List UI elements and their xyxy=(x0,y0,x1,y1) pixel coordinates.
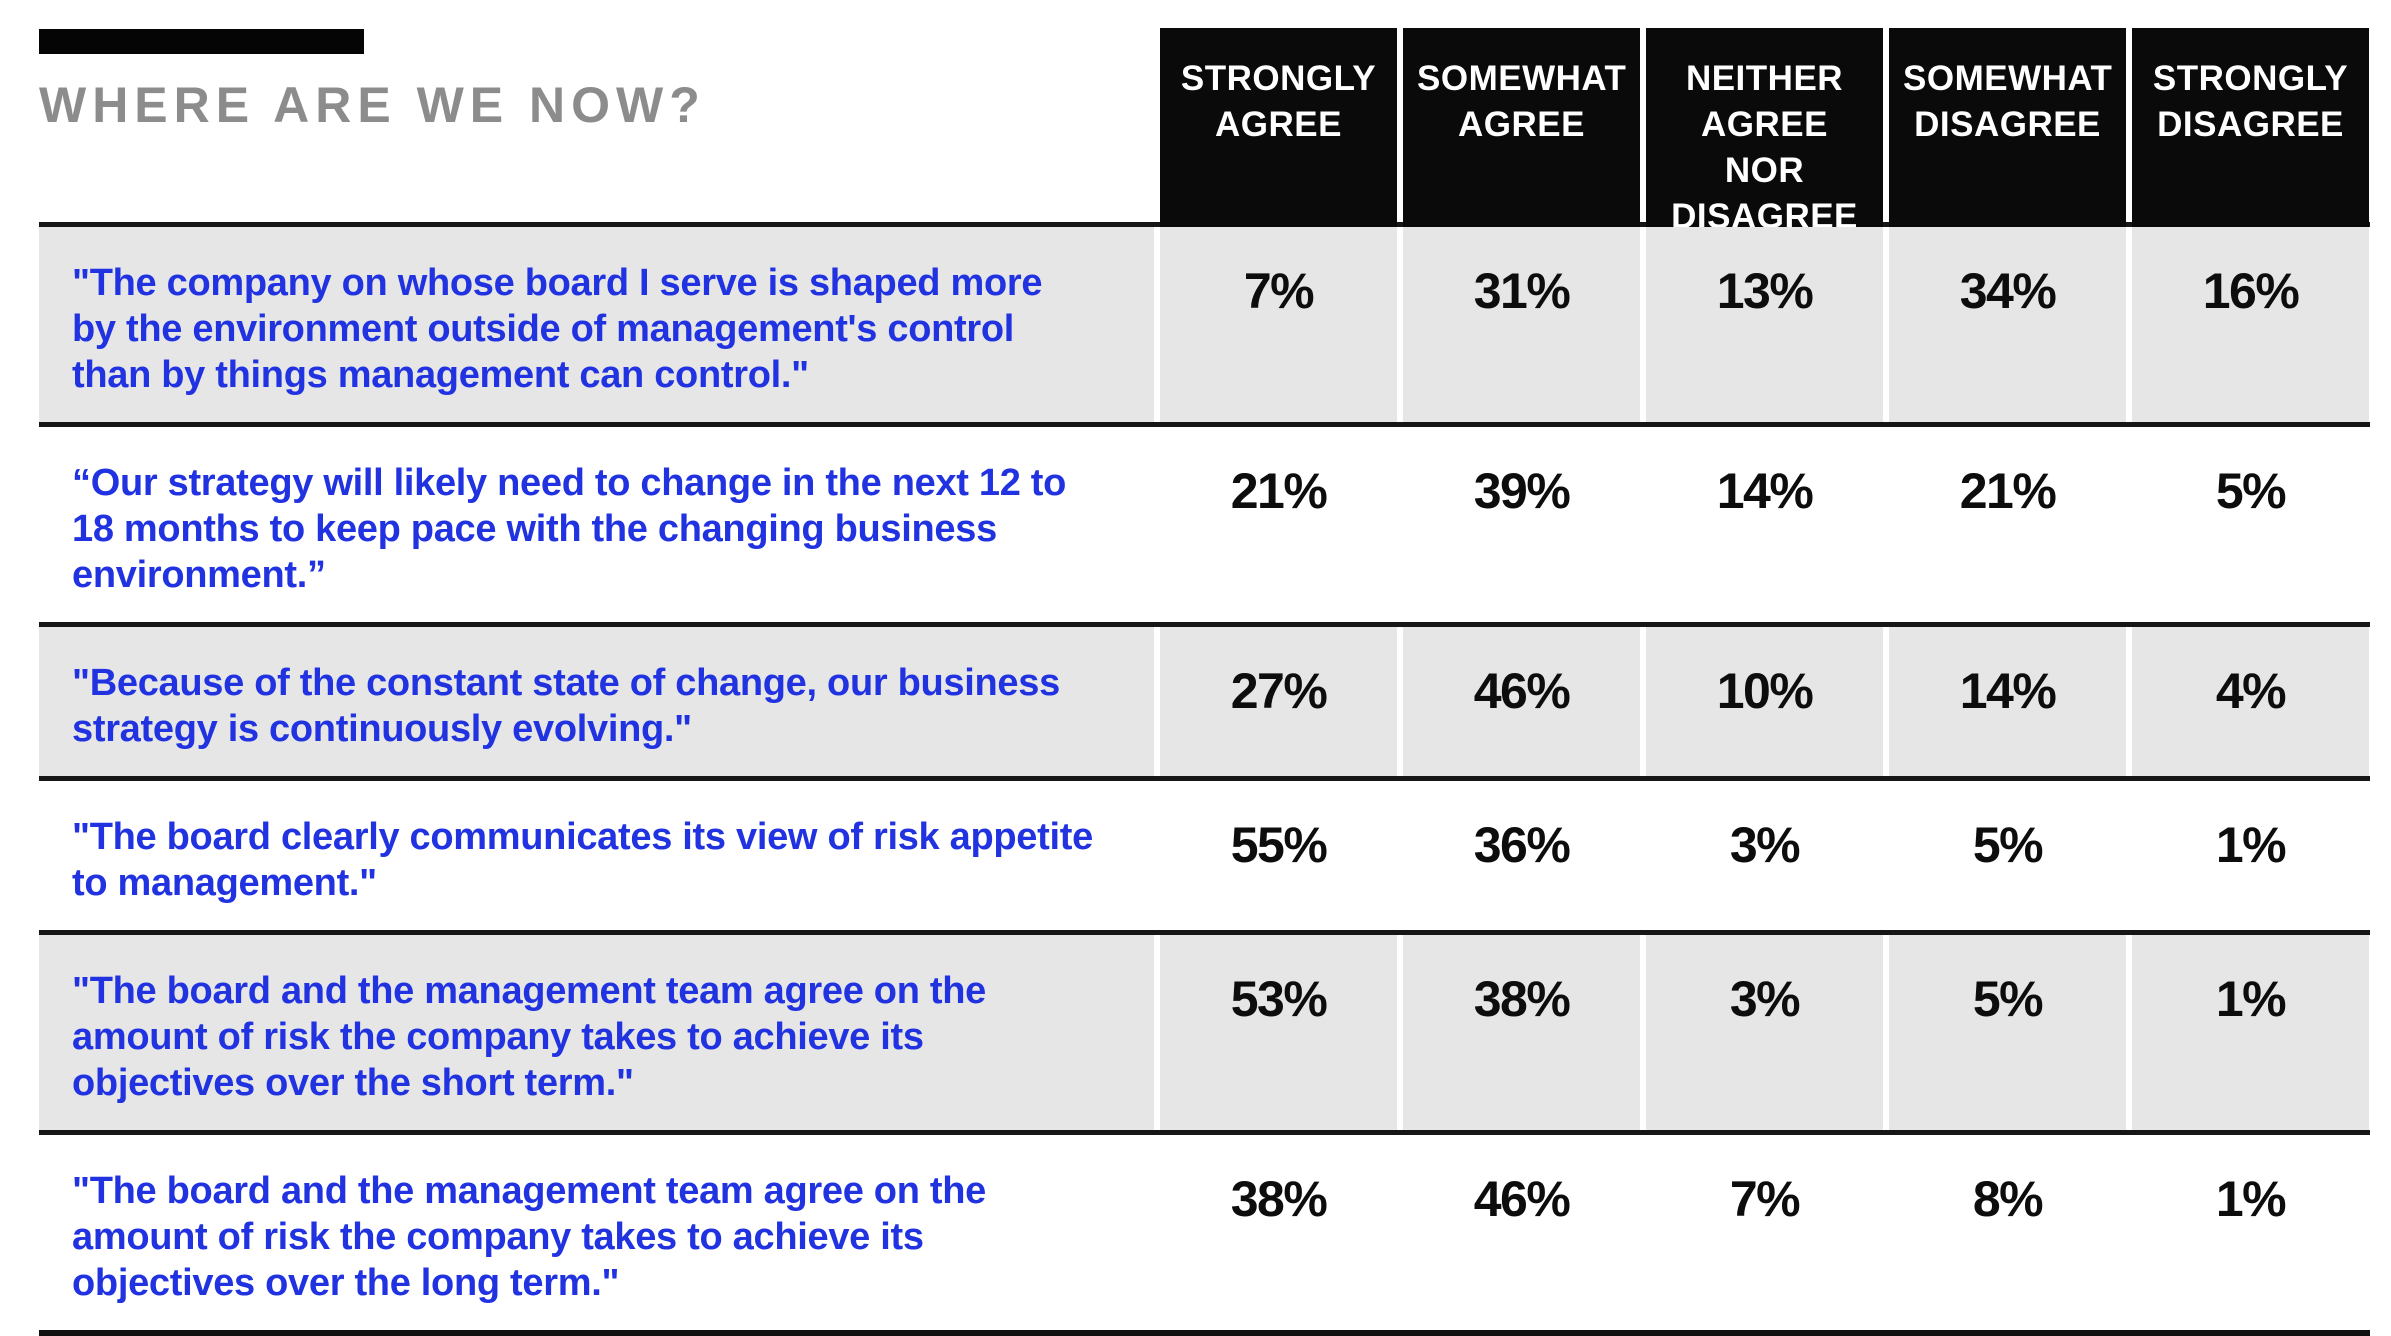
table-row: "The board and the management team agree… xyxy=(39,1130,2370,1330)
value-somewhat-disagree: 14% xyxy=(1889,627,2126,776)
survey-table-figure: WHERE ARE WE NOW? STRONGLY AGREE SOMEWHA… xyxy=(0,28,2391,1336)
table-row: "The company on whose board I serve is s… xyxy=(39,222,2370,422)
value-somewhat-disagree: 34% xyxy=(1889,227,2126,422)
value-neither: 7% xyxy=(1646,1135,1883,1330)
value-strongly-disagree: 1% xyxy=(2132,781,2369,930)
page-title: WHERE ARE WE NOW? xyxy=(39,77,706,133)
column-header-somewhat-disagree: SOMEWHAT DISAGREE xyxy=(1889,28,2126,240)
table-header: WHERE ARE WE NOW? STRONGLY AGREE SOMEWHA… xyxy=(39,28,2370,240)
table-row: "Because of the constant state of change… xyxy=(39,622,2370,776)
column-header-neither: NEITHER AGREE NOR DISAGREE xyxy=(1646,28,1883,240)
value-strongly-agree: 7% xyxy=(1160,227,1397,422)
value-strongly-agree: 38% xyxy=(1160,1135,1397,1330)
value-somewhat-disagree: 5% xyxy=(1889,935,2126,1130)
statement-text: "The company on whose board I serve is s… xyxy=(39,227,1154,422)
value-somewhat-disagree: 21% xyxy=(1889,427,2126,622)
value-somewhat-agree: 46% xyxy=(1403,1135,1640,1330)
value-strongly-disagree: 1% xyxy=(2132,1135,2369,1330)
value-somewhat-disagree: 5% xyxy=(1889,781,2126,930)
value-somewhat-agree: 46% xyxy=(1403,627,1640,776)
statement-text: “Our strategy will likely need to change… xyxy=(39,427,1154,622)
value-strongly-agree: 55% xyxy=(1160,781,1397,930)
column-header-strongly-agree: STRONGLY AGREE xyxy=(1160,28,1397,240)
value-strongly-agree: 21% xyxy=(1160,427,1397,622)
value-somewhat-agree: 38% xyxy=(1403,935,1640,1130)
value-strongly-disagree: 5% xyxy=(2132,427,2369,622)
value-neither: 14% xyxy=(1646,427,1883,622)
value-somewhat-agree: 39% xyxy=(1403,427,1640,622)
value-neither: 13% xyxy=(1646,227,1883,422)
statement-text: "The board and the management team agree… xyxy=(39,935,1154,1130)
value-neither: 10% xyxy=(1646,627,1883,776)
statement-text: "Because of the constant state of change… xyxy=(39,627,1154,776)
table-bottom-rule xyxy=(39,1330,2370,1336)
statement-text: "The board and the management team agree… xyxy=(39,1135,1154,1330)
value-strongly-agree: 27% xyxy=(1160,627,1397,776)
statement-text: "The board clearly communicates its view… xyxy=(39,781,1154,930)
value-neither: 3% xyxy=(1646,935,1883,1130)
table-row: "The board and the management team agree… xyxy=(39,930,2370,1130)
value-strongly-agree: 53% xyxy=(1160,935,1397,1130)
value-strongly-disagree: 1% xyxy=(2132,935,2369,1130)
value-somewhat-disagree: 8% xyxy=(1889,1135,2126,1330)
column-header-somewhat-agree: SOMEWHAT AGREE xyxy=(1403,28,1640,240)
value-somewhat-agree: 36% xyxy=(1403,781,1640,930)
value-neither: 3% xyxy=(1646,781,1883,930)
column-header-strongly-disagree: STRONGLY DISAGREE xyxy=(2132,28,2369,240)
top-black-bar xyxy=(39,29,364,54)
title-zone: WHERE ARE WE NOW? xyxy=(39,28,1154,240)
value-strongly-disagree: 16% xyxy=(2132,227,2369,422)
table-row: “Our strategy will likely need to change… xyxy=(39,422,2370,622)
table-row: "The board clearly communicates its view… xyxy=(39,776,2370,930)
value-strongly-disagree: 4% xyxy=(2132,627,2369,776)
value-somewhat-agree: 31% xyxy=(1403,227,1640,422)
